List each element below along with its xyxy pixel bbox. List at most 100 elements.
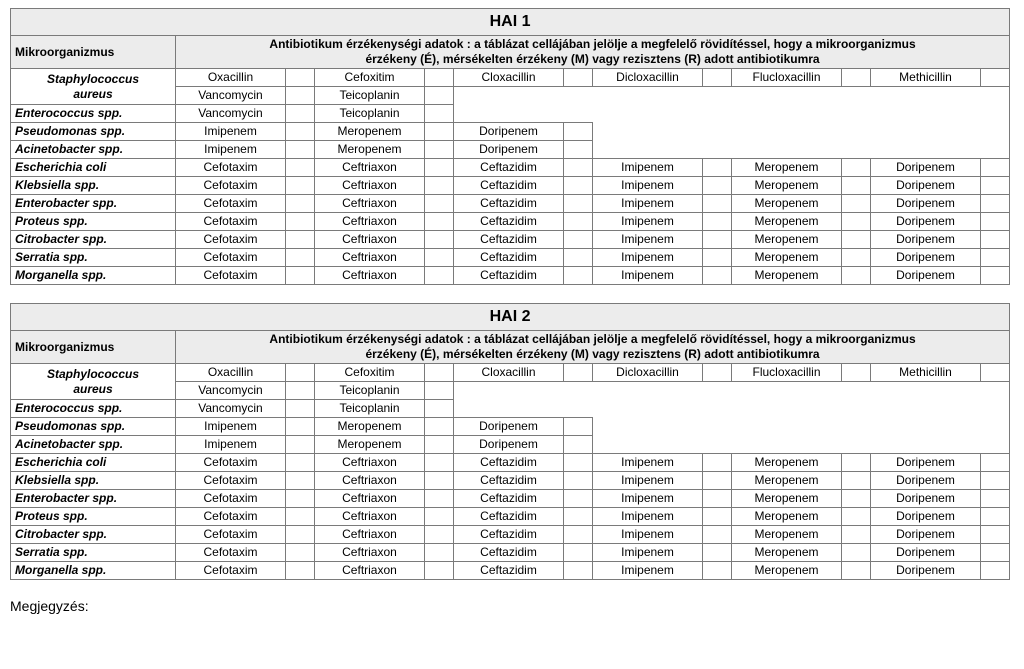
- input-cell[interactable]: [425, 490, 454, 508]
- input-cell[interactable]: [564, 436, 593, 454]
- input-cell[interactable]: [842, 454, 871, 472]
- input-cell[interactable]: [842, 177, 871, 195]
- input-cell[interactable]: [842, 267, 871, 285]
- input-cell[interactable]: [981, 267, 1010, 285]
- input-cell[interactable]: [564, 562, 593, 580]
- input-cell[interactable]: [425, 141, 454, 159]
- input-cell[interactable]: [703, 267, 732, 285]
- input-cell[interactable]: [286, 436, 315, 454]
- input-cell[interactable]: [703, 490, 732, 508]
- input-cell[interactable]: [425, 105, 454, 123]
- input-cell[interactable]: [564, 69, 593, 87]
- input-cell[interactable]: [286, 562, 315, 580]
- input-cell[interactable]: [842, 562, 871, 580]
- input-cell[interactable]: [564, 141, 593, 159]
- input-cell[interactable]: [286, 364, 315, 382]
- input-cell[interactable]: [981, 364, 1010, 382]
- input-cell[interactable]: [564, 195, 593, 213]
- input-cell[interactable]: [425, 562, 454, 580]
- input-cell[interactable]: [425, 87, 454, 105]
- input-cell[interactable]: [564, 267, 593, 285]
- input-cell[interactable]: [703, 526, 732, 544]
- input-cell[interactable]: [425, 123, 454, 141]
- input-cell[interactable]: [703, 562, 732, 580]
- input-cell[interactable]: [425, 418, 454, 436]
- input-cell[interactable]: [425, 544, 454, 562]
- input-cell[interactable]: [842, 213, 871, 231]
- input-cell[interactable]: [564, 213, 593, 231]
- input-cell[interactable]: [842, 249, 871, 267]
- input-cell[interactable]: [425, 436, 454, 454]
- input-cell[interactable]: [564, 177, 593, 195]
- input-cell[interactable]: [286, 231, 315, 249]
- input-cell[interactable]: [564, 526, 593, 544]
- input-cell[interactable]: [286, 508, 315, 526]
- input-cell[interactable]: [703, 177, 732, 195]
- input-cell[interactable]: [842, 231, 871, 249]
- input-cell[interactable]: [703, 249, 732, 267]
- input-cell[interactable]: [286, 141, 315, 159]
- input-cell[interactable]: [703, 195, 732, 213]
- input-cell[interactable]: [286, 177, 315, 195]
- input-cell[interactable]: [286, 159, 315, 177]
- input-cell[interactable]: [286, 123, 315, 141]
- input-cell[interactable]: [842, 364, 871, 382]
- input-cell[interactable]: [286, 418, 315, 436]
- input-cell[interactable]: [703, 69, 732, 87]
- input-cell[interactable]: [981, 454, 1010, 472]
- input-cell[interactable]: [286, 87, 315, 105]
- input-cell[interactable]: [286, 544, 315, 562]
- input-cell[interactable]: [286, 454, 315, 472]
- input-cell[interactable]: [842, 490, 871, 508]
- input-cell[interactable]: [425, 508, 454, 526]
- input-cell[interactable]: [564, 454, 593, 472]
- input-cell[interactable]: [981, 490, 1010, 508]
- input-cell[interactable]: [981, 526, 1010, 544]
- input-cell[interactable]: [286, 213, 315, 231]
- input-cell[interactable]: [703, 364, 732, 382]
- input-cell[interactable]: [564, 508, 593, 526]
- input-cell[interactable]: [842, 195, 871, 213]
- input-cell[interactable]: [981, 544, 1010, 562]
- input-cell[interactable]: [564, 544, 593, 562]
- input-cell[interactable]: [703, 159, 732, 177]
- input-cell[interactable]: [425, 454, 454, 472]
- input-cell[interactable]: [703, 472, 732, 490]
- input-cell[interactable]: [981, 69, 1010, 87]
- input-cell[interactable]: [981, 231, 1010, 249]
- input-cell[interactable]: [842, 159, 871, 177]
- input-cell[interactable]: [425, 213, 454, 231]
- input-cell[interactable]: [981, 213, 1010, 231]
- input-cell[interactable]: [286, 267, 315, 285]
- input-cell[interactable]: [981, 472, 1010, 490]
- input-cell[interactable]: [842, 544, 871, 562]
- input-cell[interactable]: [425, 231, 454, 249]
- input-cell[interactable]: [564, 490, 593, 508]
- input-cell[interactable]: [842, 526, 871, 544]
- input-cell[interactable]: [564, 364, 593, 382]
- input-cell[interactable]: [564, 472, 593, 490]
- input-cell[interactable]: [425, 249, 454, 267]
- input-cell[interactable]: [564, 249, 593, 267]
- input-cell[interactable]: [286, 490, 315, 508]
- input-cell[interactable]: [981, 508, 1010, 526]
- input-cell[interactable]: [286, 526, 315, 544]
- input-cell[interactable]: [842, 508, 871, 526]
- input-cell[interactable]: [425, 526, 454, 544]
- input-cell[interactable]: [425, 400, 454, 418]
- input-cell[interactable]: [981, 249, 1010, 267]
- input-cell[interactable]: [981, 177, 1010, 195]
- input-cell[interactable]: [425, 472, 454, 490]
- input-cell[interactable]: [703, 544, 732, 562]
- input-cell[interactable]: [425, 69, 454, 87]
- input-cell[interactable]: [981, 159, 1010, 177]
- input-cell[interactable]: [564, 418, 593, 436]
- input-cell[interactable]: [842, 472, 871, 490]
- input-cell[interactable]: [425, 364, 454, 382]
- input-cell[interactable]: [286, 382, 315, 400]
- input-cell[interactable]: [286, 472, 315, 490]
- input-cell[interactable]: [703, 508, 732, 526]
- input-cell[interactable]: [286, 105, 315, 123]
- input-cell[interactable]: [286, 195, 315, 213]
- input-cell[interactable]: [425, 177, 454, 195]
